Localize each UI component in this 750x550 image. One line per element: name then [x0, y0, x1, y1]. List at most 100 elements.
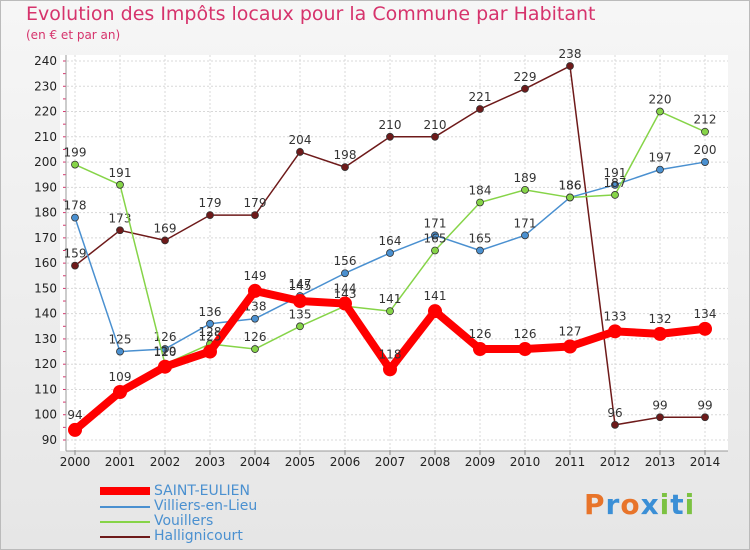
data-point: [431, 231, 439, 240]
data-label: 171: [514, 216, 537, 230]
y-tick-label: 150: [34, 281, 57, 295]
data-point: [293, 294, 307, 309]
data-point: [476, 246, 484, 255]
data-label: 191: [109, 166, 132, 180]
data-point: [206, 211, 214, 220]
legend-item-hallignicourt: Hallignicourt: [100, 529, 350, 544]
data-label: 186: [559, 178, 582, 192]
y-tick-label: 190: [34, 180, 57, 194]
data-label: 134: [694, 307, 717, 321]
data-point: [113, 384, 127, 399]
data-point: [71, 261, 79, 270]
data-point: [653, 326, 667, 341]
data-label: 165: [469, 232, 492, 246]
data-label: 179: [199, 196, 222, 210]
legend-item-vouillers: Vouillers: [100, 514, 350, 529]
data-label: 186: [559, 178, 582, 192]
legend-item-saint-eulien: SAINT-EULIEN: [100, 484, 350, 499]
data-point: [521, 231, 529, 240]
data-label: 221: [469, 90, 492, 104]
data-label: 96: [607, 406, 622, 420]
data-point: [656, 165, 664, 174]
x-tick-label: 2001: [105, 455, 136, 469]
data-point: [296, 148, 304, 156]
data-point: [473, 342, 487, 357]
y-tick-label: 200: [34, 155, 57, 169]
x-tick-label: 2003: [195, 455, 226, 469]
data-label: 198: [334, 148, 357, 162]
x-tick-label: 2012: [600, 455, 631, 469]
data-point: [71, 213, 79, 222]
data-point: [71, 160, 79, 169]
y-tick-label: 240: [34, 54, 57, 68]
data-point: [566, 62, 574, 70]
data-point: [611, 420, 619, 429]
data-label: 184: [469, 183, 492, 197]
data-point: [431, 132, 439, 141]
data-label: 133: [604, 309, 627, 323]
chart-title: Evolution des Impôts locaux pour la Comm…: [26, 3, 596, 25]
chart-subtitle: (en € et par an): [26, 28, 121, 42]
x-tick-label: 2000: [60, 455, 91, 469]
data-point: [701, 158, 709, 166]
data-point: [251, 345, 259, 353]
data-label: 120: [154, 345, 177, 359]
data-label: 204: [289, 133, 312, 147]
data-label: 200: [694, 143, 717, 157]
data-label: 229: [514, 70, 537, 84]
data-point: [116, 226, 124, 235]
data-label: 143: [334, 287, 357, 301]
data-point: [563, 339, 577, 354]
x-tick-label: 2013: [645, 455, 676, 469]
data-label: 118: [379, 347, 402, 361]
data-point: [383, 362, 397, 377]
data-point: [386, 249, 394, 257]
y-tick-label: 230: [34, 79, 57, 93]
data-label: 141: [424, 289, 447, 303]
data-point: [611, 180, 619, 189]
data-point: [701, 127, 709, 136]
data-label: 128: [199, 325, 222, 339]
data-label: 164: [379, 234, 402, 248]
data-label: 132: [649, 312, 672, 326]
y-tick-label: 110: [34, 382, 57, 396]
data-label: 99: [697, 398, 712, 412]
legend-label: SAINT-EULIEN: [154, 483, 250, 499]
data-point: [206, 319, 214, 328]
data-point: [608, 324, 622, 339]
y-tick-label: 130: [34, 332, 57, 346]
data-point: [656, 107, 664, 116]
data-label: 99: [652, 398, 667, 412]
data-point: [701, 413, 709, 422]
data-point: [161, 236, 169, 245]
legend-label: Hallignicourt: [154, 528, 243, 544]
data-point: [656, 413, 664, 422]
x-tick-label: 2010: [510, 455, 541, 469]
data-label: 147: [289, 277, 312, 291]
logo-letter: i: [684, 488, 696, 521]
logo-letter: t: [670, 488, 685, 521]
data-label: 126: [244, 330, 267, 344]
data-label: 179: [244, 196, 267, 210]
data-label: 212: [694, 113, 717, 127]
legend-label: Villiers-en-Lieu: [154, 498, 258, 514]
data-label: 144: [334, 282, 357, 296]
data-point: [611, 191, 619, 199]
data-point: [386, 132, 394, 141]
data-point: [296, 322, 304, 331]
data-label: 210: [379, 118, 402, 132]
data-point: [248, 283, 262, 298]
data-label: 109: [109, 370, 132, 384]
y-tick-label: 180: [34, 206, 57, 220]
legend-swatch: [100, 506, 150, 508]
data-label: 145: [289, 279, 312, 293]
data-label: 171: [424, 216, 447, 230]
data-label: 189: [514, 171, 537, 185]
data-point: [68, 422, 82, 437]
data-point: [116, 180, 124, 189]
data-label: 187: [604, 176, 627, 190]
data-point: [518, 342, 532, 357]
data-point: [158, 359, 172, 374]
data-label: 94: [67, 408, 82, 422]
